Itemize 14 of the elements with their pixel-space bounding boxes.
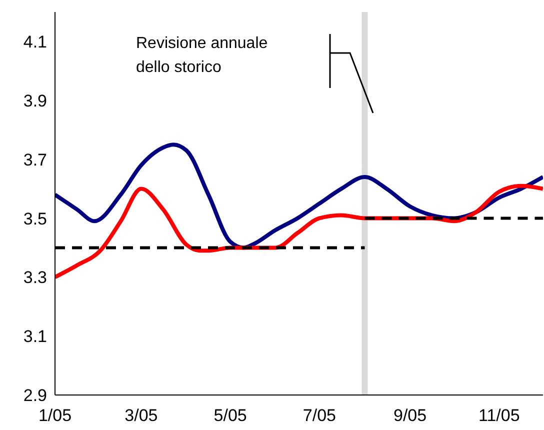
y-tick-label: 3.5 (23, 209, 47, 228)
x-tick-label: 9/05 (393, 406, 427, 426)
annotation: Revisione annuale dello storico (136, 34, 268, 78)
y-tick-label: 3.9 (23, 91, 47, 110)
y-tick-label: 3.3 (23, 268, 47, 288)
y-tick-label: 3.1 (23, 327, 47, 346)
x-tick-label: 5/05 (214, 406, 247, 426)
x-tick-label: 7/05 (302, 406, 336, 426)
y-tick-label: 4.1 (23, 32, 47, 52)
x-tick-label: 1/05 (38, 406, 72, 426)
y-tick-label: 3.7 (23, 150, 47, 170)
y-tick-label: 2.9 (23, 386, 47, 406)
x-tick-label: 11/05 (478, 406, 520, 426)
x-tick-label: 3/05 (124, 406, 158, 426)
